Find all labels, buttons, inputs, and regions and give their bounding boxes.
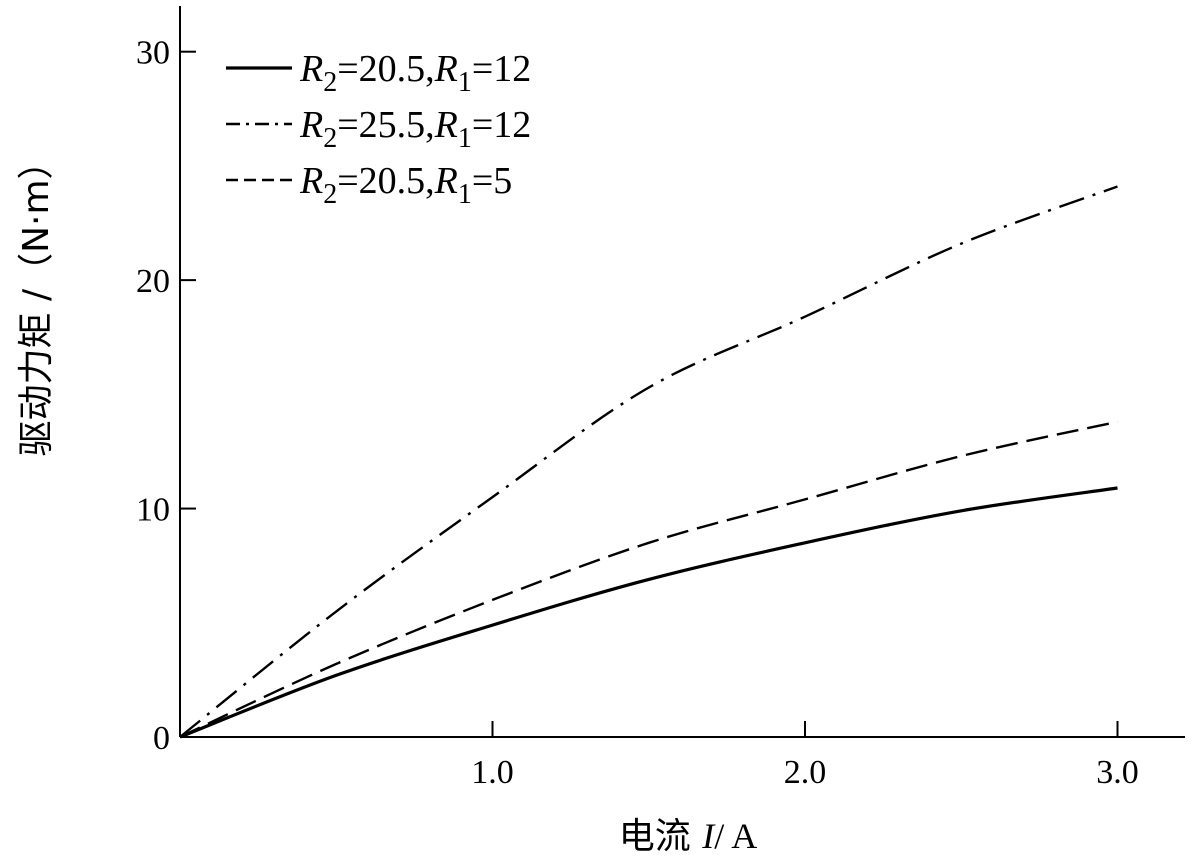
legend: R2=20.5,R1=12 R2=25.5,R1=12 R2=20.5,R1=5 bbox=[226, 48, 531, 210]
x-tick-label: 1.0 bbox=[471, 754, 514, 791]
series-layer bbox=[179, 185, 1118, 739]
series-line-2 bbox=[179, 185, 1118, 738]
y-tick-label: 10 bbox=[136, 492, 170, 529]
legend-label-3: R2=20.5,R1=5 bbox=[299, 160, 512, 210]
legend-label-1: R2=20.5,R1=12 bbox=[299, 48, 531, 98]
y-tick-label: 30 bbox=[136, 35, 170, 72]
x-axis-title-var: I bbox=[701, 816, 716, 856]
x-axis-title-prefix: 电流 bbox=[619, 816, 702, 857]
x-tick-label: 3.0 bbox=[1096, 754, 1139, 791]
series-line-1 bbox=[179, 486, 1118, 739]
x-tick-label: 2.0 bbox=[784, 754, 827, 791]
series-line-3 bbox=[179, 420, 1118, 739]
y-axis-title: 驱动力矩 /（N·m） bbox=[16, 143, 57, 456]
x-axis-title-unit: / A bbox=[714, 816, 757, 856]
ticks: 1.0 2.0 3.0 0 10 20 30 bbox=[136, 35, 1139, 791]
x-axis-title: 电流 I/ A bbox=[619, 816, 757, 857]
legend-label-2: R2=25.5,R1=12 bbox=[299, 104, 531, 154]
y-tick-label: 20 bbox=[136, 263, 170, 300]
y-tick-label: 0 bbox=[153, 720, 170, 757]
axes bbox=[179, 6, 1185, 738]
